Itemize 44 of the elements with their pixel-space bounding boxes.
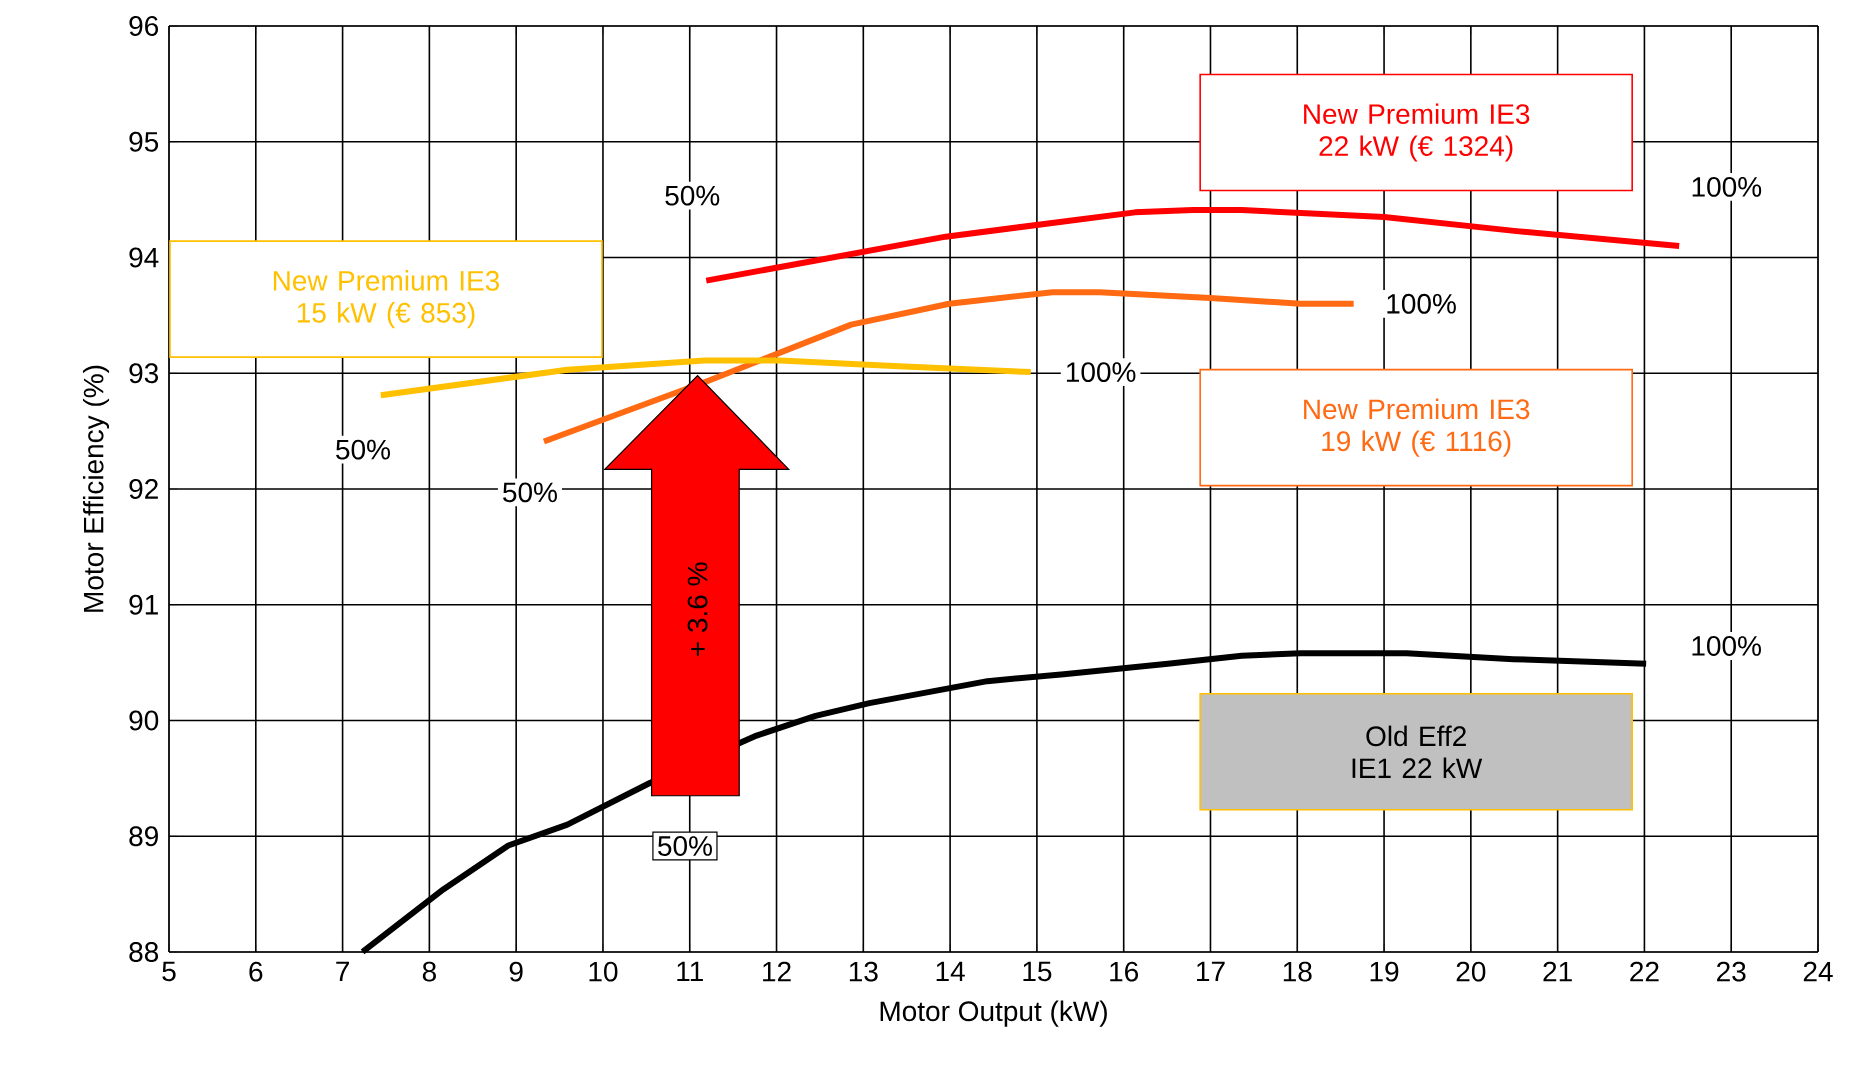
series-label: New Premium IE3 15 kW (€ 853) [273,270,500,329]
annotation: 50% [665,185,720,206]
y-tick-label: 94 [129,247,159,268]
x-tick-label: 9 [509,961,523,982]
x-tick-label: 18 [1283,961,1312,982]
x-tick-label: 8 [422,961,436,982]
text: Old Eff2 IE1 22 kW [1352,725,1483,778]
y-tick-label: 92 [129,479,158,499]
x-tick-label: 23 [1717,961,1746,982]
text: New Premium IE3 19 kW (€ 1116) [1304,398,1530,457]
y-tick-label: 88 [129,942,159,962]
annotation: 50% [658,836,712,856]
y-tick-label: 90 [129,710,159,731]
y-tick-label: 93 [129,363,159,384]
x-tick-label: 19 [1370,961,1399,982]
annotation: 50% [503,482,557,503]
x-tick-label: 5 [162,961,176,982]
x-tick-label: 7 [336,961,349,981]
x-tick-label: 17 [1197,961,1225,981]
x-tick-label: 22 [1630,961,1659,982]
y-tick-label: 91 [129,594,158,615]
x-axis-title: Motor Output (kW) [880,1000,1107,1027]
annotation: + 3.6 % [687,562,708,656]
annotation: 50% [336,439,390,460]
y-axis-title: Motor Efficiency (%) [82,365,110,612]
annotation: 100% [1692,177,1762,197]
x-tick-label: 11 [677,961,703,981]
series-label: New Premium IE3 22 kW (€ 1324) [1304,103,1530,162]
y-tick-label: 89 [129,826,158,847]
annotation: 100% [1387,293,1456,314]
x-tick-label: 24 [1803,961,1833,982]
x-tick-label: 21 [1543,961,1572,982]
annotation: 100% [1066,362,1136,383]
x-tick-label: 6 [249,961,263,982]
y-tick-label: 96 [129,16,159,36]
x-tick-label: 15 [1023,961,1052,982]
x-tick-label: 13 [849,961,878,982]
annotation: 100% [1692,636,1761,656]
y-tick-label: 95 [129,131,159,152]
x-tick-label: 16 [1110,961,1139,982]
x-tick-label: 20 [1456,961,1486,982]
x-tick-label: 12 [763,961,791,982]
x-tick-label: 14 [936,961,965,981]
x-tick-label: 10 [589,961,618,982]
